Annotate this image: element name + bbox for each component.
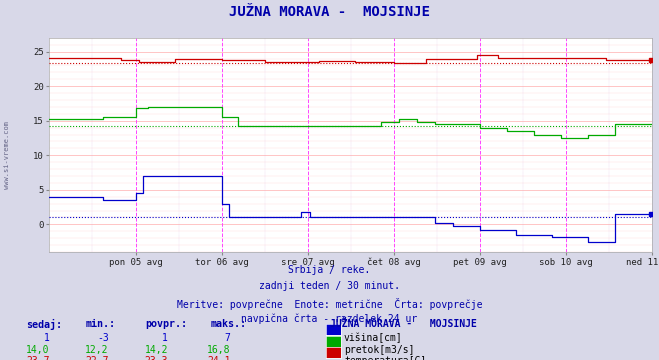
Text: -3: -3	[97, 333, 109, 343]
Text: navpična črta - razdelek 24 ur: navpična črta - razdelek 24 ur	[241, 314, 418, 324]
Text: Srbija / reke.: Srbija / reke.	[289, 265, 370, 275]
Text: 14,0: 14,0	[26, 345, 49, 355]
Text: 12,2: 12,2	[85, 345, 109, 355]
Text: 22,7: 22,7	[85, 356, 109, 360]
Text: maks.:: maks.:	[211, 319, 247, 329]
Text: JUŽNA MORAVA -   MOJSINJE: JUŽNA MORAVA - MOJSINJE	[330, 319, 476, 329]
Text: 7: 7	[225, 333, 231, 343]
Text: 23,7: 23,7	[26, 356, 49, 360]
Text: sedaj:: sedaj:	[26, 319, 63, 330]
Text: zadnji teden / 30 minut.: zadnji teden / 30 minut.	[259, 281, 400, 291]
Text: JUŽNA MORAVA -  MOJSINJE: JUŽNA MORAVA - MOJSINJE	[229, 5, 430, 19]
Text: min.:: min.:	[86, 319, 116, 329]
Text: 16,8: 16,8	[207, 345, 231, 355]
Text: višina[cm]: višina[cm]	[344, 333, 403, 343]
Text: 1: 1	[162, 333, 168, 343]
Text: temperatura[C]: temperatura[C]	[344, 356, 426, 360]
Text: 14,2: 14,2	[144, 345, 168, 355]
Text: 1: 1	[43, 333, 49, 343]
Text: Meritve: povprečne  Enote: metrične  Črta: povprečje: Meritve: povprečne Enote: metrične Črta:…	[177, 298, 482, 310]
Text: 24,1: 24,1	[207, 356, 231, 360]
Text: povpr.:: povpr.:	[145, 319, 187, 329]
Text: pretok[m3/s]: pretok[m3/s]	[344, 345, 415, 355]
Text: 23,3: 23,3	[144, 356, 168, 360]
Text: www.si-vreme.com: www.si-vreme.com	[3, 121, 10, 189]
